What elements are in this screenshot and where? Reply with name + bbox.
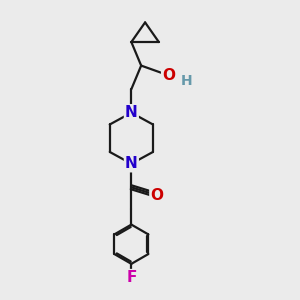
Text: H: H	[181, 74, 192, 88]
Text: F: F	[126, 270, 136, 285]
Text: O: O	[150, 188, 164, 202]
Text: N: N	[125, 156, 138, 171]
Text: O: O	[162, 68, 175, 83]
Text: N: N	[125, 105, 138, 120]
